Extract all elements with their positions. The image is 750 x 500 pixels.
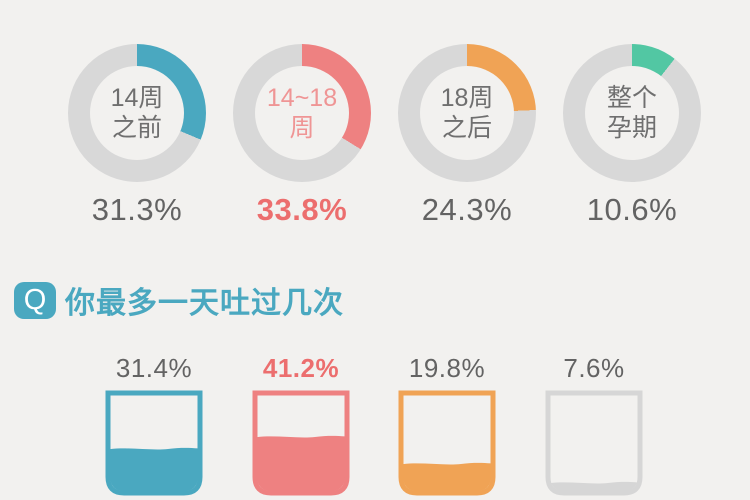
donut-block-14-18-weeks: 14~18 周 33.8% (233, 44, 371, 228)
donut-percent-label: 10.6% (586, 192, 678, 227)
question-badge-icon: Q (14, 281, 56, 319)
question-badge-letter: Q (23, 283, 47, 316)
cup-outline (545, 390, 643, 496)
cup-outline (105, 390, 203, 496)
donut-center-label: 整个 孕期 (585, 66, 679, 160)
cup-glass-chart (105, 390, 203, 496)
cup-outline (398, 390, 496, 496)
cup-percent-label: 31.4% (115, 353, 193, 383)
donut-center-label: 14周 之前 (90, 66, 184, 160)
cup-liquid-fill (403, 462, 491, 491)
donut-block-after-18-weeks: 18周 之后 24.3% (398, 44, 536, 228)
donut-ring: 整个 孕期 (563, 44, 701, 182)
question-heading: Q 你最多一天吐过几次 (14, 281, 344, 320)
donut-label-line1: 14周 (110, 84, 164, 112)
cup-block-4: 7.6% (544, 353, 644, 496)
donut-center-label: 14~18 周 (255, 66, 349, 160)
cup-block-1: 31.4% (104, 353, 204, 496)
cup-liquid-fill (110, 447, 198, 491)
donut-block-whole-pregnancy: 整个 孕期 10.6% (563, 44, 701, 228)
donut-percent-label: 31.3% (91, 192, 183, 227)
donut-label-line1: 整个 (606, 84, 657, 112)
donut-chart-row: 14周 之前 31.3% 14~18 周 33.8% 18周 之后 (0, 0, 750, 240)
donut-label-line2: 周 (289, 114, 315, 142)
cup-liquid-fill (257, 435, 345, 491)
donut-ring: 14周 之前 (68, 44, 206, 182)
donut-ring: 18周 之后 (398, 44, 536, 182)
section-title: 你最多一天吐过几次 (65, 287, 344, 320)
donut-percent-label: 33.8% (256, 192, 348, 227)
cup-glass-chart (545, 390, 643, 496)
donut-label-line2: 之前 (111, 114, 162, 142)
donut-percent-label: 24.3% (421, 192, 513, 227)
donut-block-before-14-weeks: 14周 之前 31.3% (68, 44, 206, 228)
donut-ring: 14~18 周 (233, 44, 371, 182)
cup-liquid-fill (550, 481, 638, 491)
donut-label-line2: 之后 (441, 114, 492, 142)
cup-percent-label: 7.6% (563, 353, 625, 383)
donut-center-label: 18周 之后 (420, 66, 514, 160)
cup-glass-chart (398, 390, 496, 496)
cup-percent-label: 41.2% (262, 353, 340, 383)
donut-label-line2: 孕期 (606, 114, 657, 142)
donut-label-line1: 18周 (440, 84, 494, 112)
donut-label-line1: 14~18 (266, 84, 338, 112)
cup-block-3: 19.8% (397, 353, 497, 496)
cup-block-2: 41.2% (251, 353, 351, 496)
cup-glass-chart (252, 390, 350, 496)
cup-outline (252, 390, 350, 496)
cup-percent-label: 19.8% (408, 353, 486, 383)
